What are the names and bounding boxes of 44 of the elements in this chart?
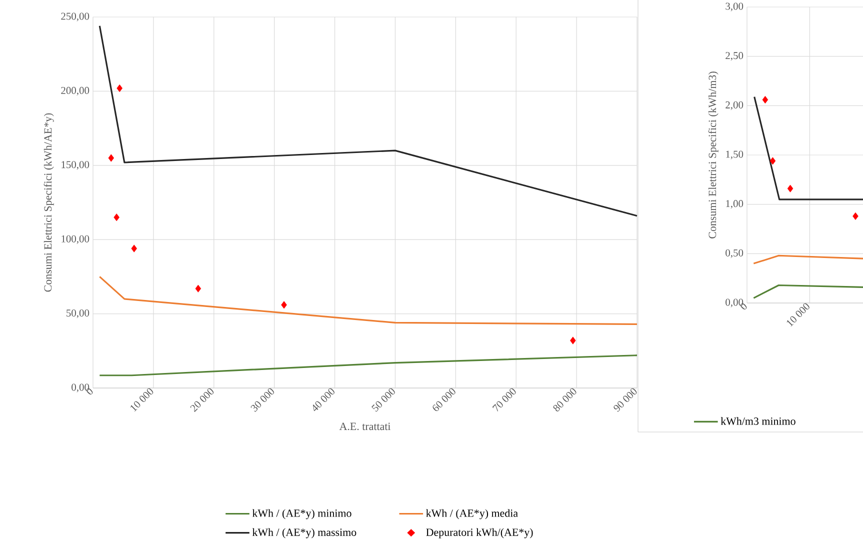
- y-tick-label: 250,00: [61, 12, 90, 22]
- point: [770, 157, 776, 165]
- x-tick-label: 0: [86, 388, 93, 394]
- y-tick-label: 2,00: [726, 101, 744, 110]
- point: [116, 84, 122, 92]
- point: [195, 284, 202, 292]
- x-tick-label: 40 000: [312, 388, 334, 412]
- y-axis-title: Consumi Elettrici Specifici (kWh/AE*y): [44, 113, 54, 292]
- x-tick-label: 90 000: [614, 388, 637, 412]
- legend-label: Depuratori kWh/(AE*y): [426, 528, 533, 538]
- point: [762, 96, 768, 104]
- x-axis-title: A.E. trattati: [339, 422, 391, 430]
- point: [281, 301, 287, 309]
- point: [114, 214, 120, 222]
- line-series: [98, 25, 638, 217]
- y-axis-title: Consumi Elettrici Specifici (kWh/m3): [708, 72, 718, 238]
- y-tick-label: 50,00: [66, 310, 90, 318]
- y-tick-label: 2,50: [726, 52, 744, 61]
- point: [570, 336, 576, 344]
- point: [108, 154, 114, 162]
- y-tick-label: 3,00: [726, 2, 744, 12]
- y-tick-label: 200,00: [61, 86, 90, 96]
- legend-label: kWh/m3 minimo: [720, 417, 796, 425]
- x-tick-label: 60 000: [432, 388, 456, 412]
- y-tick-label: 1,00: [726, 200, 744, 209]
- legend-label: kWh / (AE*y) media: [426, 509, 518, 520]
- legend-label: kWh / (AE*y) massimo: [252, 528, 356, 538]
- legend-label: kWh / (AE*y) minimo: [252, 509, 352, 520]
- point: [131, 244, 137, 252]
- x-tick-label: 10 000: [786, 303, 810, 327]
- x-tick-label: 80 000: [553, 388, 576, 412]
- y-tick-label: 100,00: [62, 235, 90, 244]
- y-tick-label: 0,50: [726, 249, 744, 258]
- x-tick-label: 20 000: [190, 388, 214, 412]
- y-tick-label: 1,50: [726, 150, 744, 160]
- x-tick-label: 30 000: [250, 388, 274, 412]
- point: [787, 184, 794, 192]
- x-tick-label: 70 000: [492, 388, 516, 412]
- x-tick-label: 10 000: [130, 388, 154, 412]
- y-tick-label: 0,00: [72, 384, 90, 392]
- line-series: [98, 276, 638, 325]
- y-tick-label: 150,00: [62, 161, 90, 170]
- point: [852, 212, 858, 220]
- x-tick-label: 50 000: [372, 388, 395, 412]
